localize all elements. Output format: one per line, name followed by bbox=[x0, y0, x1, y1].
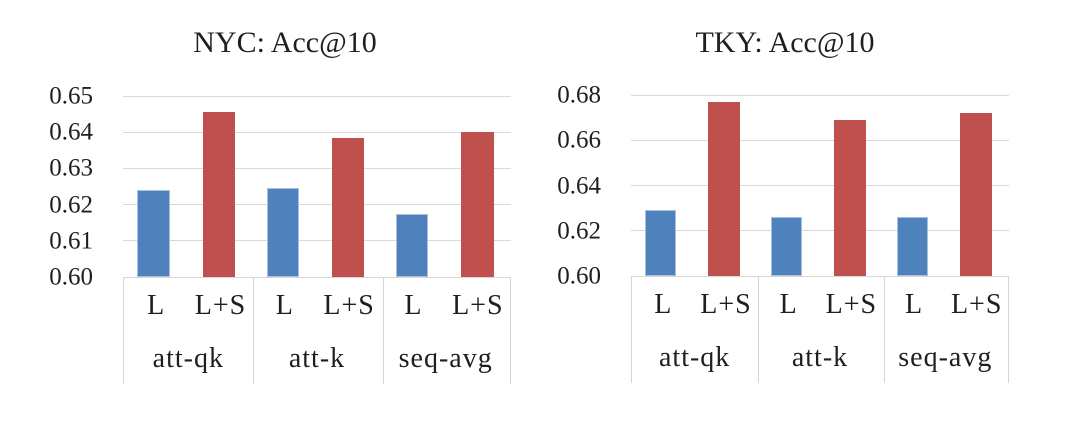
gridline bbox=[631, 230, 1009, 232]
chart-title: NYC: Acc@10 bbox=[193, 26, 377, 59]
y-tick-label: 0.64 bbox=[49, 118, 93, 146]
category-label: att-qk bbox=[659, 341, 731, 373]
y-tick-label: 0.65 bbox=[49, 82, 93, 110]
series-label: L bbox=[404, 289, 423, 321]
y-tick-label: 0.64 bbox=[557, 172, 601, 199]
y-tick-label: 0.62 bbox=[557, 217, 601, 245]
category-label: seq-avg bbox=[398, 342, 493, 374]
bar-att-qk-L+S bbox=[202, 112, 235, 277]
chart-nyc-acc10: NYC: Acc@10 0.60 0.61 0.62 0.63 0.64 0.65 L L+S L… bbox=[40, 10, 530, 410]
y-tick-label: 0.60 bbox=[557, 262, 601, 290]
series-label: L bbox=[904, 288, 924, 320]
y-tick-label: 0.60 bbox=[49, 263, 93, 291]
sub-label-row: L L+S L L+S L L+S bbox=[124, 278, 510, 333]
series-label: L bbox=[275, 289, 294, 321]
series-label: L+S bbox=[452, 289, 504, 321]
bar-seq-avg-L bbox=[395, 213, 429, 277]
series-label: L bbox=[779, 288, 798, 320]
category-label: att-k bbox=[791, 341, 849, 373]
bar-att-qk-L bbox=[644, 210, 677, 276]
series-label: L+S bbox=[700, 288, 752, 320]
series-label: L bbox=[147, 289, 166, 321]
bar-seq-avg-L+S bbox=[960, 113, 992, 276]
category-separator bbox=[253, 278, 255, 384]
gridline bbox=[123, 240, 511, 242]
gridline bbox=[123, 204, 511, 206]
gridline bbox=[123, 167, 511, 169]
group-label-row: att-qk att-k seq-avg bbox=[124, 333, 510, 384]
group-label-row: att-qk att-k seq-avg bbox=[632, 332, 1008, 383]
bar-seq-avg-L bbox=[896, 217, 929, 276]
bar-att-k-L+S bbox=[331, 137, 365, 277]
bar-seq-avg-L+S bbox=[461, 132, 494, 277]
plot-area bbox=[631, 94, 1009, 276]
bar-att-qk-L+S bbox=[708, 101, 740, 276]
sub-label-row: L L+S L L+S L L+S bbox=[632, 277, 1008, 332]
gridline bbox=[631, 94, 1009, 96]
category-separator bbox=[382, 278, 384, 384]
y-tick-label: 0.68 bbox=[557, 81, 601, 109]
bar-att-k-L bbox=[266, 188, 299, 277]
chart-title: TKY: Acc@10 bbox=[695, 26, 875, 59]
y-tick-label: 0.66 bbox=[557, 126, 601, 154]
series-label: L+S bbox=[825, 288, 878, 320]
plot-area bbox=[123, 95, 511, 277]
series-label: L bbox=[654, 288, 673, 320]
bar-att-qk-L bbox=[137, 190, 170, 277]
bar-att-k-L bbox=[770, 217, 803, 276]
y-tick-label: 0.63 bbox=[49, 154, 93, 182]
series-label: L+S bbox=[323, 289, 375, 321]
category-label: att-k bbox=[288, 342, 346, 374]
series-label: L+S bbox=[950, 288, 1003, 320]
category-separator bbox=[884, 277, 885, 383]
y-tick-label: 0.61 bbox=[49, 227, 93, 255]
series-label: L+S bbox=[194, 289, 247, 321]
y-tick-label: 0.62 bbox=[49, 191, 93, 219]
gridline bbox=[123, 131, 511, 133]
gridline bbox=[631, 185, 1009, 186]
bar-att-k-L+S bbox=[834, 119, 866, 276]
category-axis: L L+S L L+S L L+S att-qk att-k seq-avg bbox=[631, 276, 1009, 383]
gridline bbox=[123, 95, 511, 97]
category-axis: L L+S L L+S L L+S att-qk att-k seq-avg bbox=[123, 277, 511, 384]
category-separator bbox=[758, 277, 759, 383]
category-label: seq-avg bbox=[898, 341, 993, 373]
chart-tky-acc10: TKY: Acc@10 0.60 0.62 0.64 0.66 0.68 L L+S L L+S L… bbox=[557, 10, 1010, 410]
gridline bbox=[631, 139, 1009, 141]
category-label: att-qk bbox=[152, 342, 224, 374]
